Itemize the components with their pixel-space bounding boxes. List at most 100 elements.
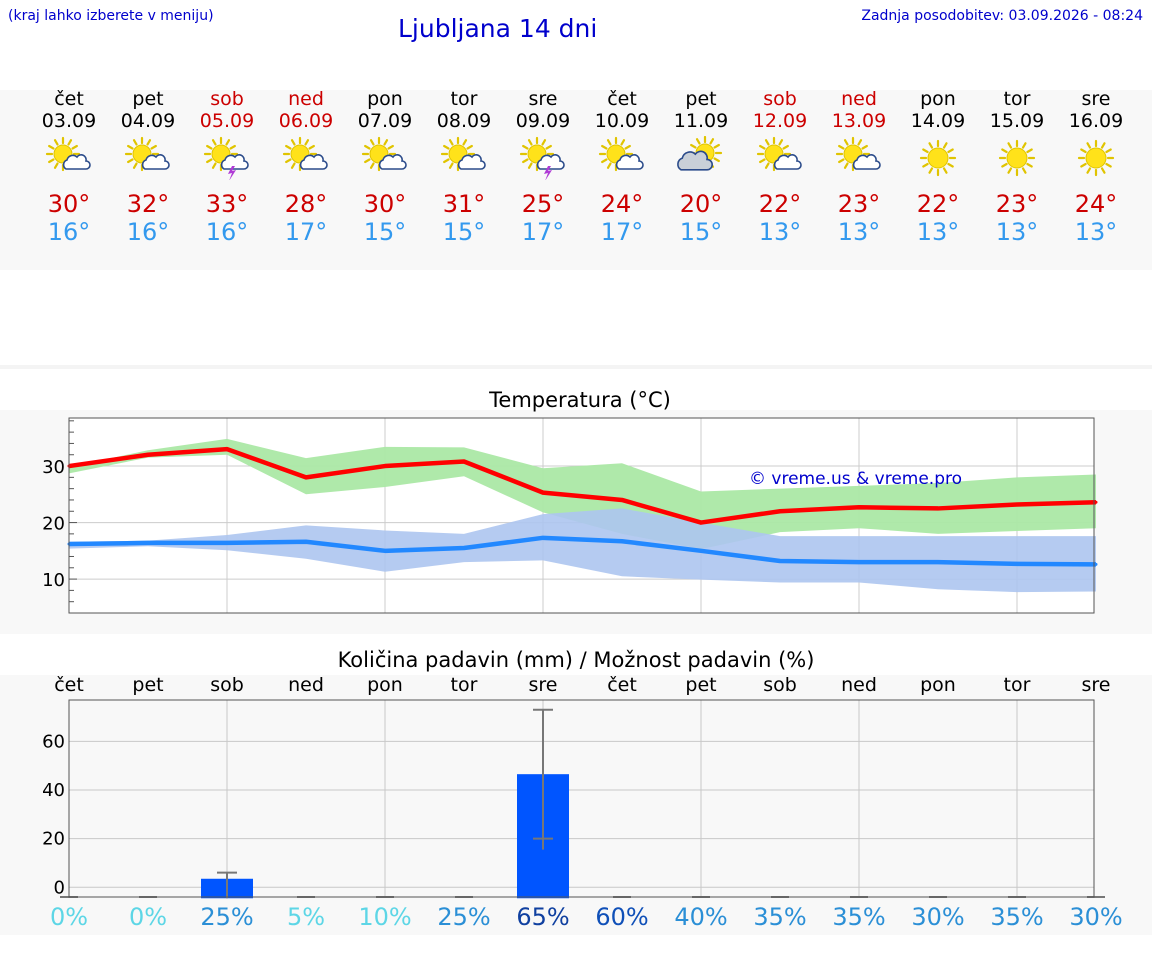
min-temp: 13° — [1074, 218, 1118, 246]
day-date: 08.09 — [436, 110, 492, 132]
max-temp-point — [1015, 502, 1019, 506]
sun-cloud-storm-icon — [519, 136, 565, 180]
max-temp-point — [699, 521, 703, 525]
day-name: čet — [607, 88, 637, 110]
y-tick-label: 20 — [42, 829, 65, 850]
min-temp-point — [383, 549, 387, 553]
day-column: sre 09.09 25° 17° — [503, 88, 583, 246]
max-temp: 31° — [442, 190, 486, 218]
min-temp-point — [304, 540, 308, 544]
cloud-sun-icon — [677, 136, 723, 171]
day-date: 10.09 — [594, 110, 650, 132]
max-temp-point — [541, 491, 545, 495]
precip-probability: 25% — [437, 903, 491, 931]
y-tick-label: 0 — [54, 877, 65, 898]
day-column: sob 05.09 33° 16° — [187, 88, 267, 246]
day-name: sre — [1081, 88, 1111, 110]
min-temp-point — [1015, 562, 1019, 566]
y-tick-label: 30 — [42, 457, 65, 478]
day-name: pet — [132, 88, 164, 110]
max-temp: 32° — [126, 190, 170, 218]
plot-frame — [68, 699, 1095, 898]
sun-cloud-storm-icon — [203, 136, 249, 180]
day-name: tor — [1003, 88, 1031, 110]
precip-probability: 5% — [286, 903, 326, 931]
min-temp-point — [936, 560, 940, 564]
plot-frame — [68, 417, 1095, 614]
precip-day-label: sre — [528, 674, 558, 696]
day-name: ned — [841, 88, 877, 110]
day-name: pon — [367, 88, 403, 110]
max-temp-line — [68, 446, 1097, 525]
min-temp-point — [778, 559, 782, 563]
precip-day-label: tor — [1003, 674, 1031, 696]
max-temp-point — [462, 460, 466, 464]
sun-cloud-icon — [361, 136, 407, 172]
forecast-strip — [0, 90, 1152, 270]
day-column: ned 06.09 28° 17° — [266, 88, 346, 246]
precip-day-label: pet — [132, 674, 164, 696]
sun-cloud-icon — [598, 136, 644, 172]
day-date: 11.09 — [673, 110, 729, 132]
precip-day-label: ned — [841, 674, 877, 696]
precip-day-label: čet — [607, 674, 637, 696]
max-temp-point — [304, 475, 308, 479]
precip-probability: 60% — [595, 903, 649, 931]
precip-probability: 35% — [832, 903, 886, 931]
sun-cloud-icon — [756, 136, 802, 172]
day-date: 16.09 — [1068, 110, 1124, 132]
min-temp: 16° — [205, 218, 249, 246]
max-temp: 33° — [205, 190, 249, 218]
y-tick-label: 40 — [42, 780, 65, 801]
max-temp: 22° — [916, 190, 960, 218]
day-name: čet — [54, 88, 84, 110]
max-temp: 30° — [47, 190, 91, 218]
precipitation-chart-title: Količina padavin (mm) / Možnost padavin … — [337, 648, 815, 672]
min-temp-point — [699, 549, 703, 553]
day-name: pet — [685, 88, 717, 110]
min-temp: 13° — [837, 218, 881, 246]
day-date: 06.09 — [278, 110, 334, 132]
temperature-chart-title: Temperatura (°C) — [489, 388, 671, 412]
sun-icon — [919, 139, 957, 177]
day-date: 04.09 — [120, 110, 176, 132]
divider — [0, 365, 1152, 369]
max-temp-point — [936, 506, 940, 510]
day-column: pon 14.09 22° 13° — [898, 88, 978, 246]
sun-icon — [998, 139, 1036, 177]
max-temp-point — [225, 447, 229, 451]
max-temp: 30° — [363, 190, 407, 218]
precip-day-label: pon — [367, 674, 403, 696]
max-temp: 23° — [837, 190, 881, 218]
day-date: 07.09 — [357, 110, 413, 132]
day-date: 09.09 — [515, 110, 571, 132]
min-temp: 16° — [126, 218, 170, 246]
precip-probability: 30% — [1069, 903, 1123, 931]
sun-icon — [1077, 139, 1115, 177]
min-temp: 15° — [363, 218, 407, 246]
min-temp: 17° — [521, 218, 565, 246]
location-hint: (kraj lahko izberete v meniju) — [8, 8, 214, 24]
plot-area — [69, 700, 1094, 897]
max-temp-point — [778, 509, 782, 513]
min-temp-point — [541, 536, 545, 540]
sun-cloud-icon — [835, 136, 881, 172]
min-temp-point — [225, 541, 229, 545]
max-temp: 23° — [995, 190, 1039, 218]
day-date: 12.09 — [752, 110, 808, 132]
day-column: čet 03.09 30° 16° — [29, 88, 109, 246]
day-date: 14.09 — [910, 110, 966, 132]
precip-day-label: pet — [685, 674, 717, 696]
day-date: 15.09 — [989, 110, 1045, 132]
day-column: pet 11.09 20° 15° — [661, 88, 741, 246]
day-column: pet 04.09 32° 16° — [108, 88, 188, 246]
max-temp-point — [1094, 500, 1098, 504]
min-temp: 15° — [442, 218, 486, 246]
precip-probability: 30% — [911, 903, 965, 931]
min-temp: 13° — [758, 218, 802, 246]
sun-cloud-icon — [45, 136, 91, 172]
precip-day-label: sre — [1081, 674, 1111, 696]
max-temp: 24° — [1074, 190, 1118, 218]
day-name: tor — [450, 88, 478, 110]
